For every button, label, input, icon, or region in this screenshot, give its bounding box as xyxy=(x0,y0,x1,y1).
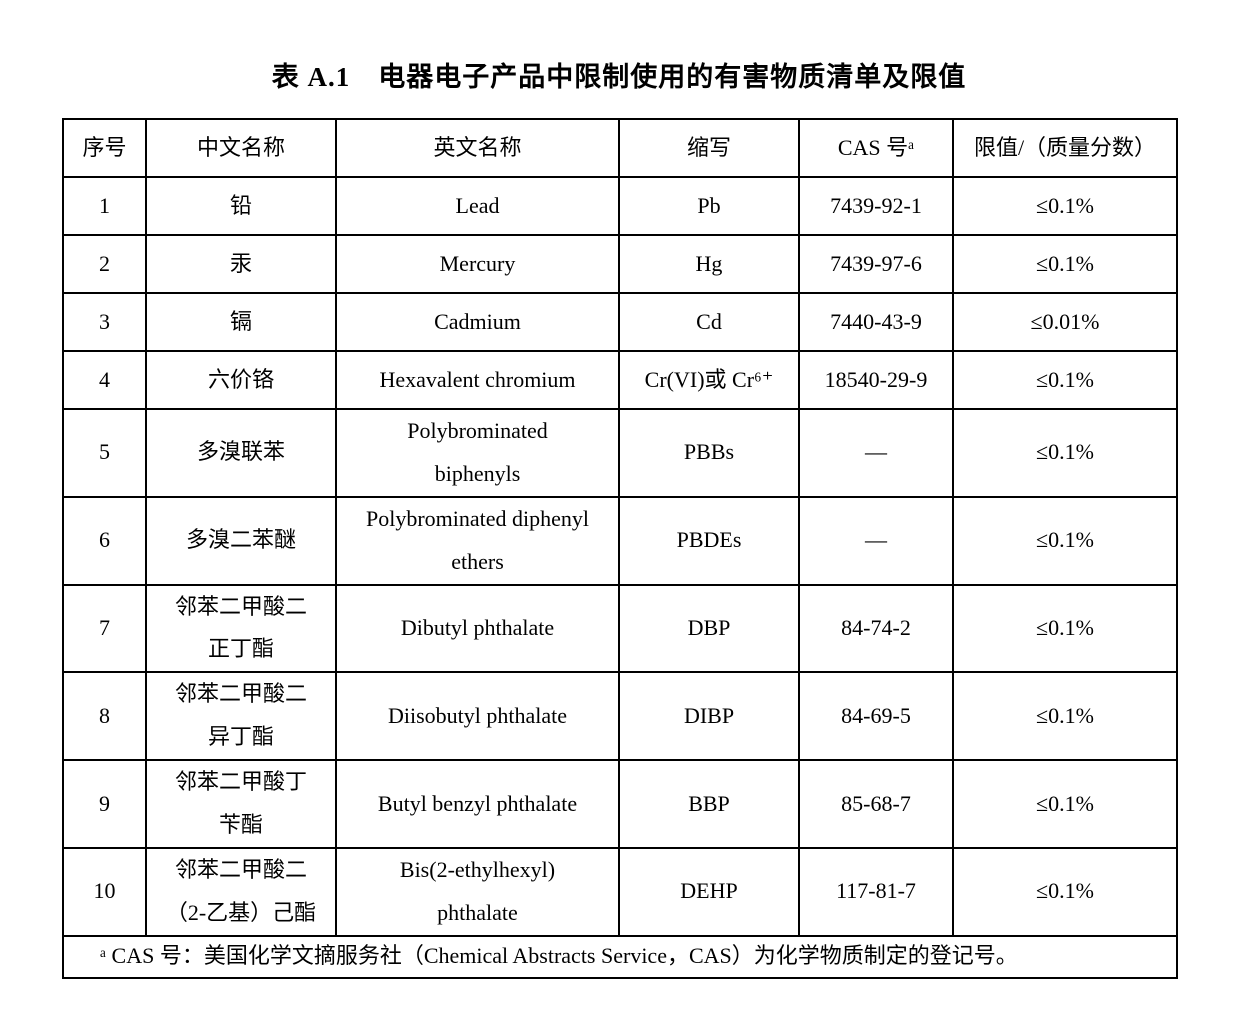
table-cell: ≤0.1% xyxy=(952,408,1178,498)
table-title-text: 电器电子产品中限制使用的有害物质清单及限值 xyxy=(378,62,967,92)
table-cell: ≤0.1% xyxy=(952,846,1178,937)
table-cell: 4 xyxy=(62,350,147,410)
header-row: 序号 中文名称 英文名称 缩写 CAS 号ᵃ 限值/（质量分数） xyxy=(62,118,1178,178)
table-cell: ≤0.1% xyxy=(952,234,1178,294)
table-cell: Mercury xyxy=(335,234,620,294)
table-cell: BBP xyxy=(618,759,800,849)
table-cell: 5 xyxy=(62,408,147,498)
table-cell: DBP xyxy=(618,583,800,674)
table-cell: 7439-97-6 xyxy=(798,234,954,294)
table-row: 4 六价铬 Hexavalent chromium Cr(VI)或 Cr⁶⁺ 18540… xyxy=(62,350,1178,410)
table-row: 10 邻苯二甲酸二 （2-乙基）己酯 Bis(2-ethylhexyl) phtha… xyxy=(62,846,1178,937)
table-cell: 邻苯二甲酸丁 苄酯 xyxy=(145,759,337,849)
table-cell: ≤0.1% xyxy=(952,583,1178,674)
column-header-3: 缩写 xyxy=(618,118,800,178)
table-cell: 多溴联苯 xyxy=(145,408,337,498)
table-cell: 3 xyxy=(62,292,147,352)
table-row: 9 邻苯二甲酸丁 苄酯 Butyl benzyl phthalate BBP 85-68… xyxy=(62,759,1178,849)
table-cell: 85-68-7 xyxy=(798,759,954,849)
column-header-5: 限值/（质量分数） xyxy=(952,118,1178,178)
table-body: 1 铅 Lead Pb 7439-92-1 ≤0.1% 2 汞 Mercury Hg 7439-97… xyxy=(62,176,1178,937)
table-cell: 84-74-2 xyxy=(798,583,954,674)
table-cell: DEHP xyxy=(618,846,800,937)
table-cell: ≤0.1% xyxy=(952,671,1178,762)
table-row: 5 多溴联苯 Polybrominated biphenyls PBBs — ≤0.1% xyxy=(62,408,1178,498)
table-cell: ≤0.01% xyxy=(952,292,1178,352)
column-header-4: CAS 号ᵃ xyxy=(798,118,954,178)
table-cell: 邻苯二甲酸二 （2-乙基）己酯 xyxy=(145,846,337,937)
table-cell: Pb xyxy=(618,176,800,236)
table-cell: 邻苯二甲酸二 异丁酯 xyxy=(145,671,337,762)
table-row: 2 汞 Mercury Hg 7439-97-6 ≤0.1% xyxy=(62,234,1178,294)
table-cell: 8 xyxy=(62,671,147,762)
hazardous-substances-table: 序号 中文名称 英文名称 缩写 CAS 号ᵃ 限值/（质量分数） 1 铅 Lead Pb 7439… xyxy=(62,118,1178,979)
table-cell: — xyxy=(798,495,954,586)
table-cell: 六价铬 xyxy=(145,350,337,410)
table-cell: 7440-43-9 xyxy=(798,292,954,352)
table-cell: 2 xyxy=(62,234,147,294)
table-cell: Hg xyxy=(618,234,800,294)
table-cell: ≤0.1% xyxy=(952,759,1178,849)
table-cell: ≤0.1% xyxy=(952,495,1178,586)
table-row: 7 邻苯二甲酸二 正丁酯 Dibutyl phthalate DBP 84-74-2 ≤0… xyxy=(62,583,1178,674)
table-cell: Cr(VI)或 Cr⁶⁺ xyxy=(618,350,800,410)
column-header-1: 中文名称 xyxy=(145,118,337,178)
table-cell: Butyl benzyl phthalate xyxy=(335,759,620,849)
table-cell: 10 xyxy=(62,846,147,937)
table-cell: PBDEs xyxy=(618,495,800,586)
table-row: 8 邻苯二甲酸二 异丁酯 Diisobutyl phthalate DIBP 84-69… xyxy=(62,671,1178,762)
table-cell: 1 xyxy=(62,176,147,236)
table-cell: Bis(2-ethylhexyl) phthalate xyxy=(335,846,620,937)
table-cell: Hexavalent chromium xyxy=(335,350,620,410)
table-footer: ᵃ CAS 号：美国化学文摘服务社（Chemical Abstracts Ser… xyxy=(62,934,1178,979)
table-cell: 镉 xyxy=(145,292,337,352)
table-cell: 18540-29-9 xyxy=(798,350,954,410)
table-cell: 铅 xyxy=(145,176,337,236)
table-cell: DIBP xyxy=(618,671,800,762)
table-header: 序号 中文名称 英文名称 缩写 CAS 号ᵃ 限值/（质量分数） xyxy=(62,118,1178,178)
cas-footnote: ᵃ CAS 号：美国化学文摘服务社（Chemical Abstracts Ser… xyxy=(62,934,1178,979)
column-header-0: 序号 xyxy=(62,118,147,178)
table-cell: 多溴二苯醚 xyxy=(145,495,337,586)
table-cell: 84-69-5 xyxy=(798,671,954,762)
table-cell: — xyxy=(798,408,954,498)
table-cell: 7 xyxy=(62,583,147,674)
table-cell: ≤0.1% xyxy=(952,350,1178,410)
table-cell: PBBs xyxy=(618,408,800,498)
table-cell: 7439-92-1 xyxy=(798,176,954,236)
table-cell: 117-81-7 xyxy=(798,846,954,937)
table-cell: 邻苯二甲酸二 正丁酯 xyxy=(145,583,337,674)
table-cell: 汞 xyxy=(145,234,337,294)
table-cell: Polybrominated biphenyls xyxy=(335,408,620,498)
table-row: 1 铅 Lead Pb 7439-92-1 ≤0.1% xyxy=(62,176,1178,236)
footnote-row: ᵃ CAS 号：美国化学文摘服务社（Chemical Abstracts Ser… xyxy=(62,934,1178,979)
table-cell: Lead xyxy=(335,176,620,236)
table-cell: Diisobutyl phthalate xyxy=(335,671,620,762)
table-cell: ≤0.1% xyxy=(952,176,1178,236)
table-cell: 6 xyxy=(62,495,147,586)
column-header-2: 英文名称 xyxy=(335,118,620,178)
table-cell: 9 xyxy=(62,759,147,849)
table-cell: Dibutyl phthalate xyxy=(335,583,620,674)
table-cell: Cd xyxy=(618,292,800,352)
table-cell: Polybrominated diphenyl ethers xyxy=(335,495,620,586)
table-row: 6 多溴二苯醚 Polybrominated diphenyl ethers PBDE… xyxy=(62,495,1178,586)
table-cell: Cadmium xyxy=(335,292,620,352)
table-title: 表 A.1 电器电子产品中限制使用的有害物质清单及限值 xyxy=(62,55,1176,94)
table-title-label: 表 A.1 xyxy=(271,62,351,92)
table-row: 3 镉 Cadmium Cd 7440-43-9 ≤0.01% xyxy=(62,292,1178,352)
